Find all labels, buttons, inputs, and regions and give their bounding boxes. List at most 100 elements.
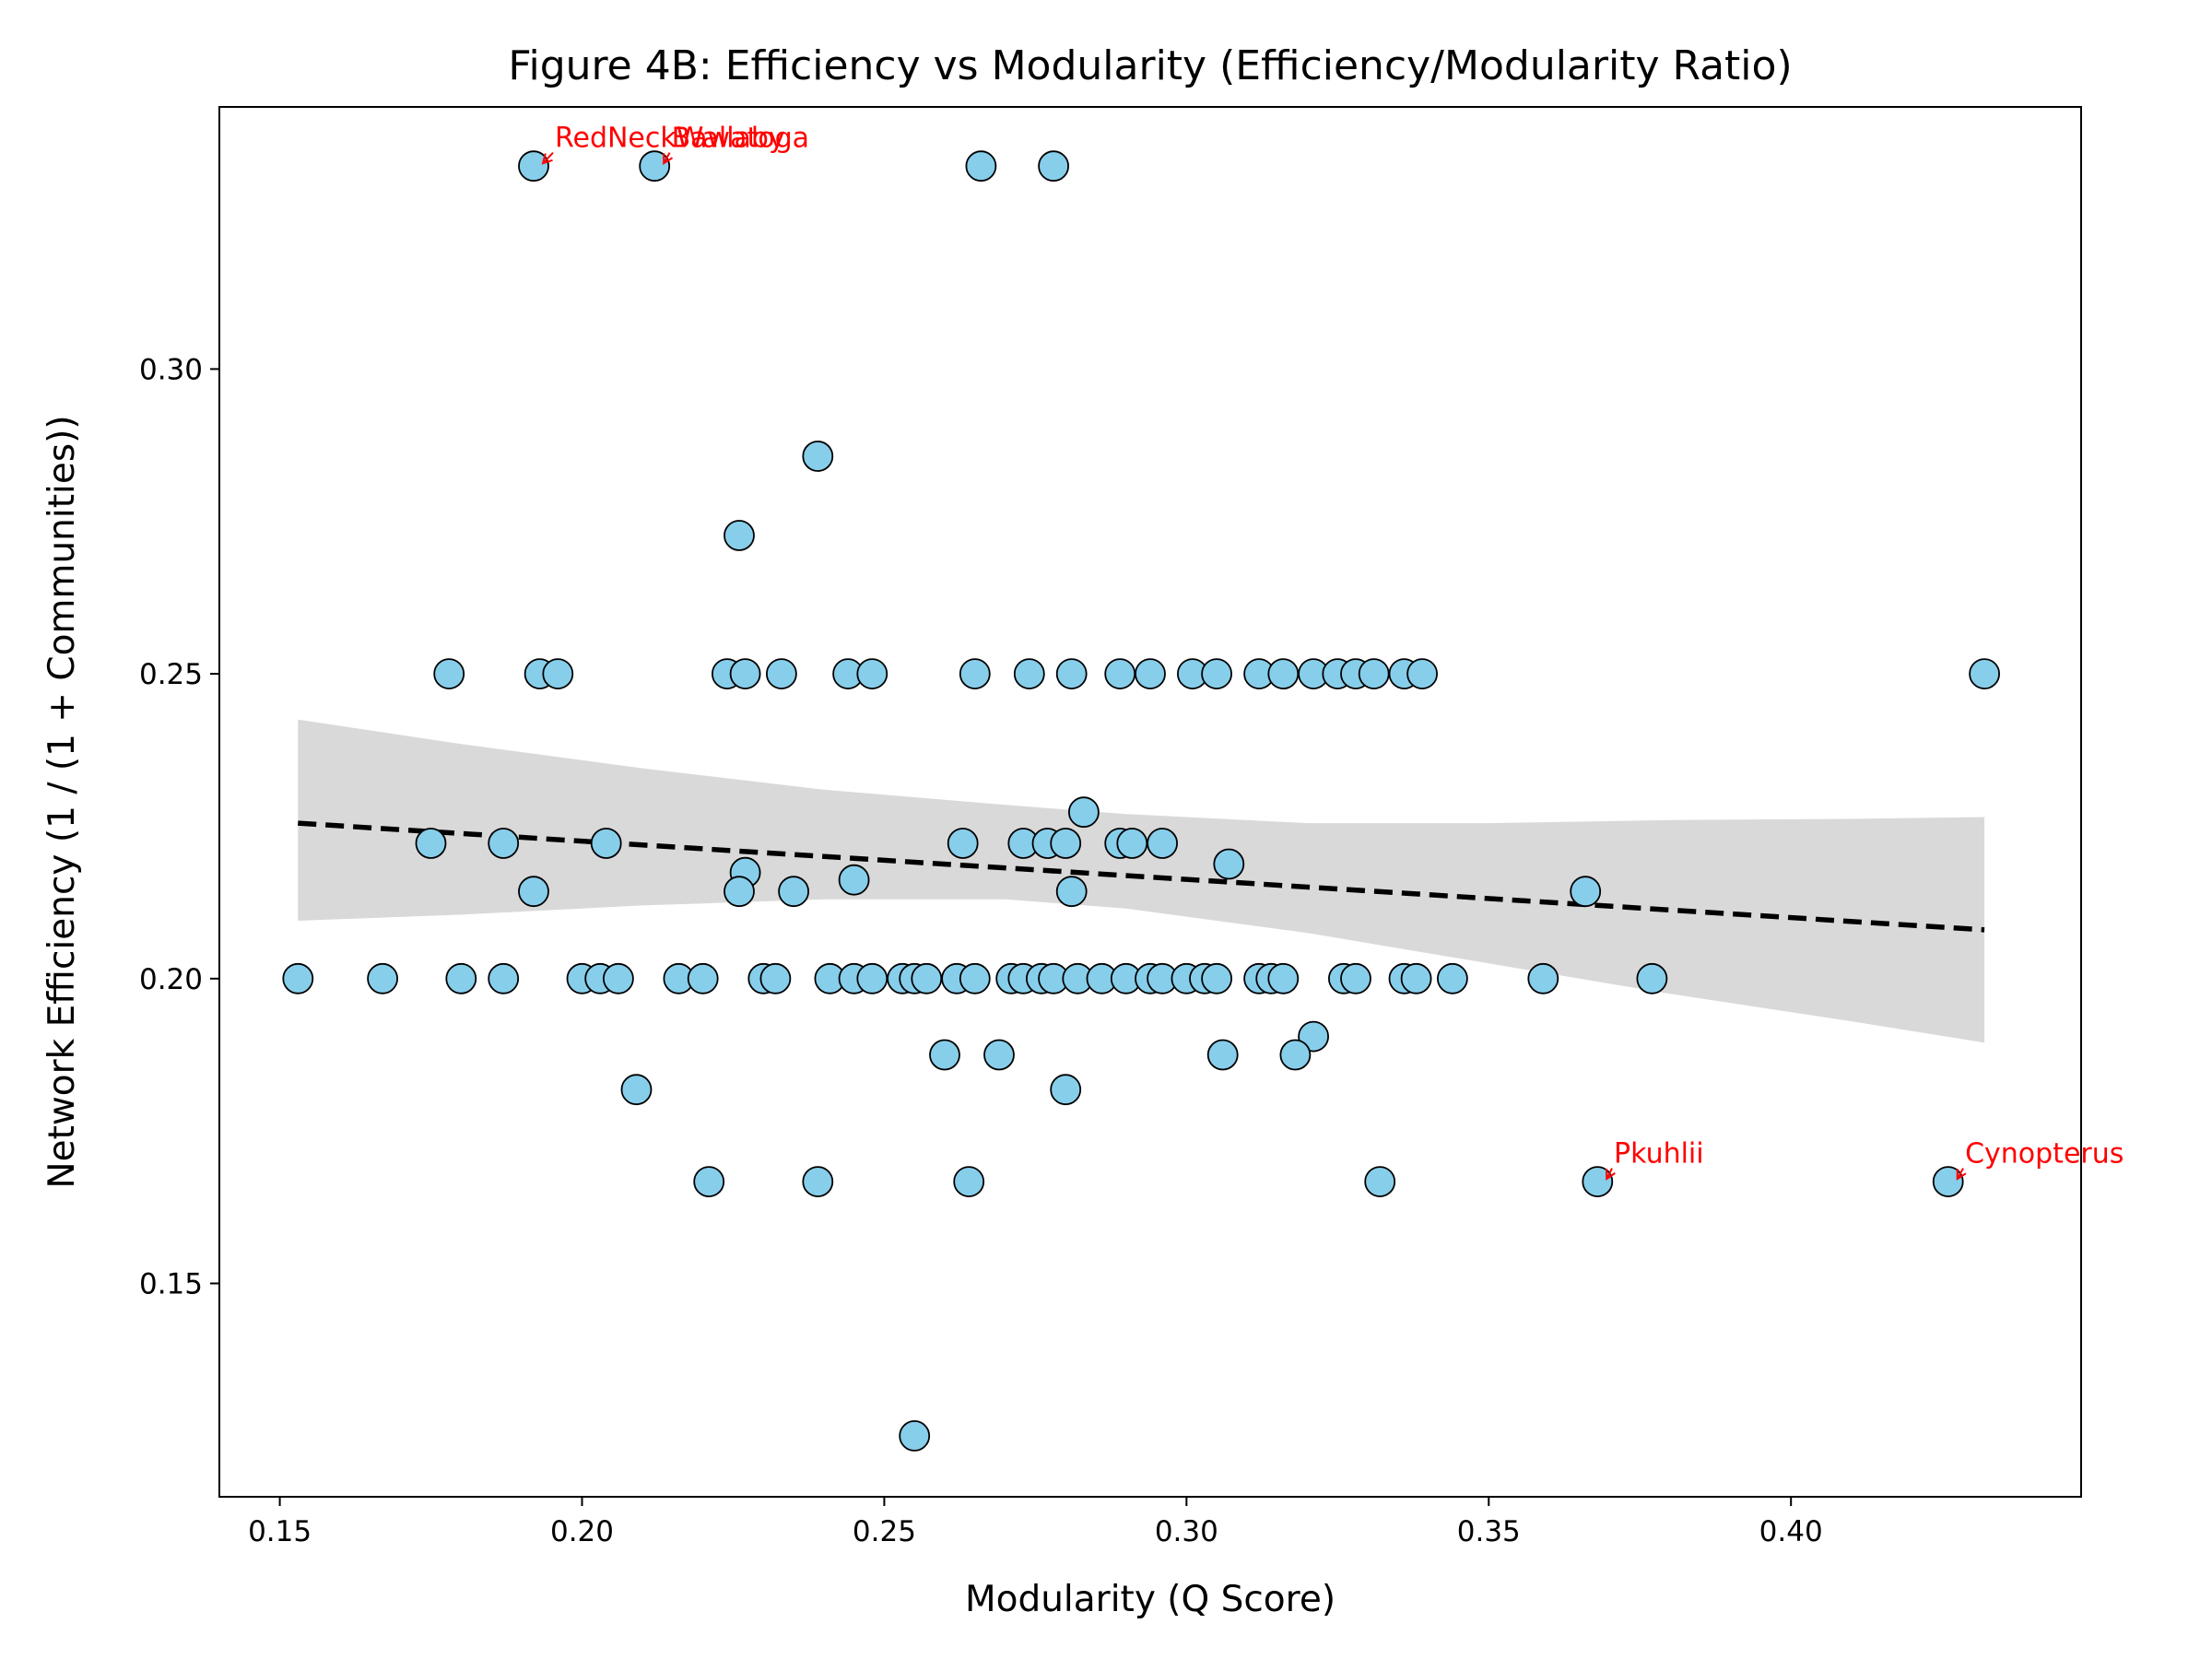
data-point bbox=[929, 1039, 960, 1071]
y-tick-label: 0.20 bbox=[139, 963, 203, 996]
data-point bbox=[856, 658, 888, 689]
data-point bbox=[911, 962, 943, 994]
x-tick-label: 0.30 bbox=[1155, 1515, 1218, 1548]
data-point bbox=[518, 876, 549, 908]
data-point bbox=[1013, 658, 1045, 689]
data-point bbox=[953, 1166, 985, 1197]
data-point bbox=[802, 1166, 834, 1197]
data-point bbox=[518, 150, 549, 182]
data-point bbox=[838, 864, 870, 896]
data-point bbox=[1570, 876, 1602, 908]
trend-line bbox=[298, 820, 1985, 933]
data-point bbox=[1279, 1039, 1312, 1071]
data-point bbox=[687, 962, 719, 994]
data-point bbox=[1267, 658, 1300, 689]
plot-frame bbox=[218, 106, 2082, 1498]
data-point bbox=[1038, 150, 1069, 182]
data-point bbox=[1213, 848, 1245, 880]
data-point bbox=[778, 876, 809, 908]
data-point bbox=[693, 1166, 725, 1197]
y-tick-label: 0.15 bbox=[139, 1268, 203, 1301]
x-axis-ticks: 0.15 0.20 0.25 0.30 0.35 0.40 bbox=[248, 1497, 1823, 1548]
data-point bbox=[282, 962, 314, 994]
data-point bbox=[1267, 962, 1300, 994]
data-point bbox=[983, 1039, 1015, 1071]
data-point bbox=[1400, 962, 1432, 994]
data-point bbox=[1104, 658, 1136, 689]
x-tick-label: 0.15 bbox=[248, 1515, 312, 1548]
chart-title: Figure 4B: Efficiency vs Modularity (Eff… bbox=[508, 42, 1792, 89]
data-point bbox=[445, 962, 477, 994]
data-point bbox=[1055, 876, 1088, 908]
annotation-arrow bbox=[1956, 1168, 1964, 1180]
trend-line-layer bbox=[298, 820, 1985, 933]
data-point bbox=[1201, 658, 1232, 689]
data-point bbox=[1050, 828, 1082, 859]
data-point bbox=[759, 962, 792, 994]
data-point bbox=[603, 962, 634, 994]
annotation-label: RedNeckWallaby bbox=[555, 123, 785, 155]
x-tick-label: 0.35 bbox=[1457, 1515, 1521, 1548]
data-point bbox=[1969, 658, 2001, 689]
data-point bbox=[1636, 962, 1668, 994]
x-axis-label: Modularity (Q Score) bbox=[965, 1579, 1335, 1620]
data-point bbox=[959, 658, 991, 689]
data-point bbox=[802, 441, 834, 472]
data-point bbox=[1932, 1166, 1964, 1197]
data-point bbox=[1358, 658, 1390, 689]
annotation-arrow bbox=[542, 151, 554, 164]
annotation-arrowhead bbox=[1605, 1169, 1616, 1181]
data-point bbox=[415, 828, 447, 859]
data-point bbox=[542, 658, 574, 689]
data-point bbox=[1437, 962, 1468, 994]
x-tick-label: 0.40 bbox=[1759, 1515, 1823, 1548]
data-point bbox=[724, 876, 755, 908]
confidence-band-layer bbox=[298, 719, 1985, 1043]
data-point bbox=[620, 1074, 653, 1106]
data-point bbox=[947, 828, 979, 859]
data-point bbox=[1135, 658, 1166, 689]
data-point bbox=[1406, 658, 1438, 689]
annotation-label: Bawatoga bbox=[672, 123, 809, 155]
data-point bbox=[1147, 828, 1178, 859]
data-point bbox=[1206, 1039, 1239, 1071]
data-point bbox=[433, 658, 465, 689]
data-point bbox=[899, 1420, 931, 1452]
data-point bbox=[1364, 1166, 1396, 1197]
data-point bbox=[729, 658, 761, 689]
annotation-arrowhead bbox=[1956, 1169, 1967, 1181]
data-point bbox=[1340, 962, 1371, 994]
annotation-label: Cynopterus bbox=[1965, 1138, 2124, 1171]
y-axis-label: Network Efficiency (1 / (1 + Communities… bbox=[41, 415, 83, 1188]
data-point bbox=[1050, 1074, 1082, 1106]
confidence-band bbox=[298, 719, 1985, 1043]
data-point bbox=[639, 150, 671, 182]
y-tick-label: 0.25 bbox=[139, 658, 203, 691]
data-point bbox=[1116, 828, 1148, 859]
y-axis-ticks: 0.15 0.20 0.25 0.30 bbox=[139, 353, 219, 1301]
data-point bbox=[590, 828, 622, 859]
data-point bbox=[1055, 658, 1088, 689]
annotation-arrowhead bbox=[541, 153, 553, 165]
data-point bbox=[965, 150, 997, 182]
annotation-arrow bbox=[1606, 1168, 1613, 1180]
x-tick-label: 0.25 bbox=[853, 1515, 916, 1548]
data-point bbox=[856, 962, 888, 994]
points-layer bbox=[282, 150, 2001, 1452]
data-point bbox=[766, 658, 797, 689]
data-point bbox=[367, 962, 399, 994]
data-point bbox=[1068, 796, 1100, 829]
y-tick-label: 0.30 bbox=[139, 353, 203, 386]
data-point bbox=[488, 962, 520, 994]
data-point bbox=[488, 828, 520, 859]
x-tick-label: 0.20 bbox=[550, 1515, 614, 1548]
annotation-arrowhead bbox=[663, 153, 674, 165]
annotation-label: Pkuhlii bbox=[1614, 1138, 1704, 1171]
data-point bbox=[1527, 962, 1559, 994]
data-point bbox=[959, 962, 991, 994]
data-point bbox=[724, 520, 755, 551]
data-point bbox=[1201, 962, 1232, 994]
annotation-arrow bbox=[663, 152, 671, 164]
